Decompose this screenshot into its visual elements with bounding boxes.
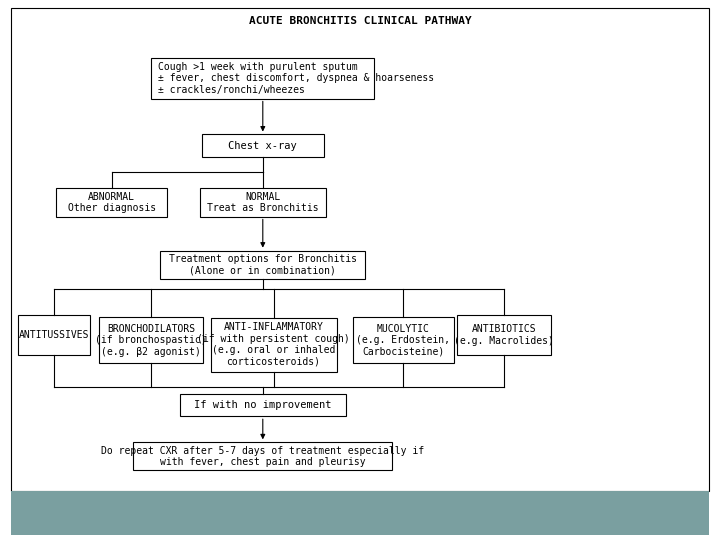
Bar [199,188,325,217]
Text: ANTI-INFLAMMATORY
(if with persistent cough)
(e.g. oral or inhaled
corticosteroi: ANTI-INFLAMMATORY (if with persistent co… [197,322,350,367]
Bar [202,134,324,157]
Text: BRONCHODILATORS
(if bronchospastic)
(e.g. β2 agonist): BRONCHODILATORS (if bronchospastic) (e.g… [95,323,207,357]
Bar [11,8,709,491]
Bar [18,314,90,355]
Bar [99,317,203,363]
Text: ABNORMAL
Other diagnosis: ABNORMAL Other diagnosis [68,192,156,213]
Text: Chest x-ray: Chest x-ray [228,141,297,151]
Bar [180,394,346,416]
Bar [56,188,167,217]
Bar [11,491,709,535]
Text: Cough >1 week with purulent sputum
± fever, chest discomfort, dyspnea & hoarsene: Cough >1 week with purulent sputum ± fev… [158,62,435,95]
Text: Do repeat CXR after 5-7 days of treatment especially if
with fever, chest pain a: Do repeat CXR after 5-7 days of treatmen… [102,446,424,467]
Text: ANTIBIOTICS
(e.g. Macrolides): ANTIBIOTICS (e.g. Macrolides) [454,324,554,346]
Text: ACUTE BRONCHITIS CLINICAL PATHWAY: ACUTE BRONCHITIS CLINICAL PATHWAY [248,16,472,25]
Bar [457,314,551,355]
Text: MUCOLYTIC
(e.g. Erdostein,
Carbocisteine): MUCOLYTIC (e.g. Erdostein, Carbocisteine… [356,323,450,357]
Text: NORMAL
Treat as Bronchitis: NORMAL Treat as Bronchitis [207,192,319,213]
Bar [210,318,336,372]
Bar [151,58,374,98]
Text: Treatment options for Bronchitis
(Alone or in combination): Treatment options for Bronchitis (Alone … [168,254,357,275]
Bar [133,442,392,470]
Bar [353,317,454,363]
Bar [160,251,365,279]
Text: ANTITUSSIVES: ANTITUSSIVES [19,330,89,340]
Text: If with no improvement: If with no improvement [194,400,331,410]
